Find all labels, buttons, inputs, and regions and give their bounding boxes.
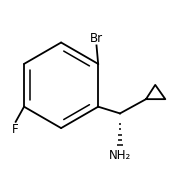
Text: F: F [12, 123, 19, 136]
Text: Br: Br [90, 32, 103, 45]
Text: NH₂: NH₂ [109, 149, 131, 163]
